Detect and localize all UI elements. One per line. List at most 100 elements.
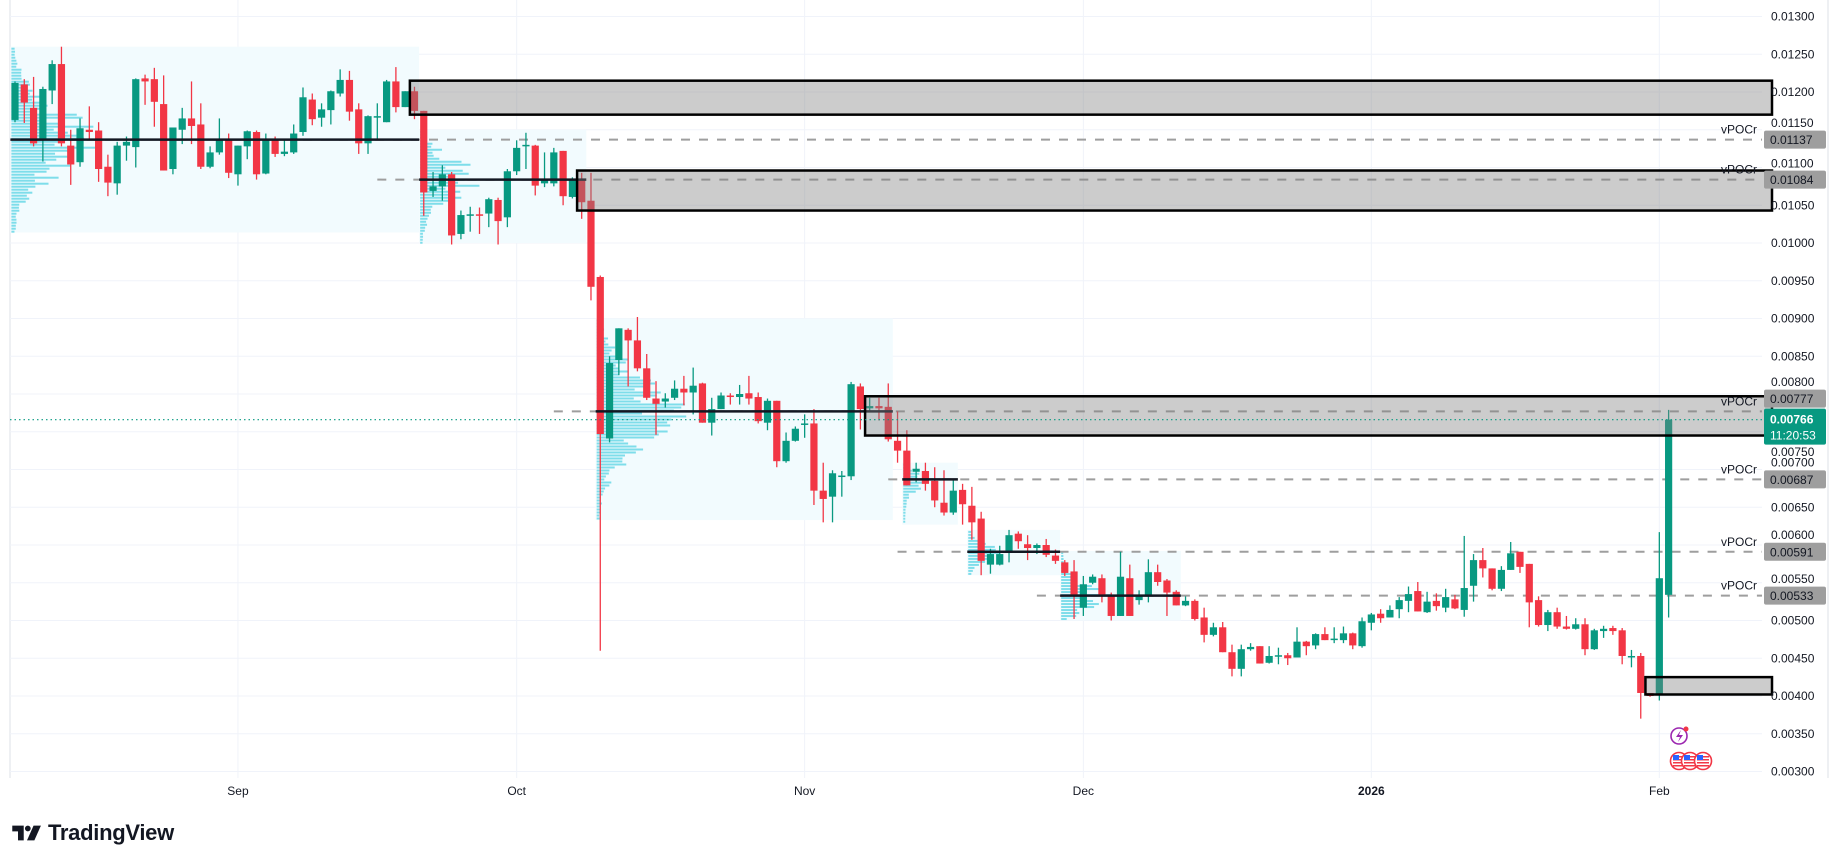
candle[interactable] (559, 150, 567, 206)
supply-demand-zone[interactable] (408, 79, 1774, 116)
candle[interactable] (1024, 535, 1032, 561)
candle[interactable] (838, 471, 846, 497)
candle[interactable] (949, 478, 957, 515)
candle[interactable] (1581, 618, 1589, 656)
candle[interactable] (308, 93, 316, 126)
candle[interactable] (355, 103, 363, 154)
candle[interactable] (1163, 578, 1171, 616)
candle[interactable] (234, 145, 242, 186)
candle[interactable] (1246, 643, 1255, 651)
candle[interactable] (327, 90, 335, 125)
candle[interactable] (1627, 649, 1636, 668)
candle[interactable] (903, 430, 911, 486)
candle[interactable] (215, 118, 223, 155)
candle[interactable] (856, 383, 864, 430)
candle[interactable] (782, 432, 790, 463)
candle[interactable] (1209, 622, 1218, 637)
candle[interactable] (336, 69, 344, 97)
candle[interactable] (1135, 590, 1143, 605)
candle[interactable] (187, 81, 196, 145)
candle[interactable] (940, 470, 948, 516)
candle[interactable] (810, 409, 818, 505)
candle[interactable] (197, 103, 205, 170)
candle[interactable] (1432, 593, 1440, 611)
candle[interactable] (1609, 625, 1617, 635)
candle[interactable] (1423, 591, 1431, 613)
candle[interactable] (1637, 652, 1645, 719)
candle[interactable] (847, 381, 855, 481)
candle[interactable] (996, 545, 1004, 566)
candle[interactable] (596, 275, 604, 651)
candle[interactable] (726, 393, 734, 405)
supply-demand-zone[interactable] (863, 395, 1774, 437)
candle[interactable] (875, 397, 883, 421)
candle[interactable] (958, 483, 967, 525)
lightning-icon[interactable] (1670, 726, 1689, 745)
tradingview-logo[interactable]: TradingView (12, 820, 174, 846)
candle[interactable] (1284, 652, 1292, 666)
candle[interactable] (206, 146, 214, 169)
candle[interactable] (652, 381, 660, 435)
candle[interactable] (1042, 538, 1050, 558)
candle[interactable] (587, 172, 595, 301)
candle[interactable] (1107, 592, 1115, 621)
candle[interactable] (1404, 586, 1413, 613)
candle[interactable] (95, 122, 103, 182)
candle[interactable] (1070, 560, 1078, 619)
candle[interactable] (299, 87, 307, 136)
candle[interactable] (1553, 607, 1561, 629)
us-flag-icon[interactable] (1680, 751, 1700, 771)
candle[interactable] (1497, 566, 1505, 592)
candle[interactable] (76, 118, 84, 167)
candle[interactable] (1618, 628, 1626, 665)
candle[interactable] (968, 486, 976, 540)
candle[interactable] (680, 375, 688, 406)
supply-demand-zone[interactable] (575, 169, 1774, 212)
candle[interactable] (1488, 568, 1496, 591)
candle[interactable] (1265, 646, 1273, 664)
candle[interactable] (745, 375, 753, 405)
candle[interactable] (1544, 609, 1552, 632)
candle[interactable] (1358, 617, 1366, 648)
candle[interactable] (661, 393, 669, 408)
candle[interactable] (1395, 597, 1403, 619)
candle[interactable] (522, 132, 530, 170)
candle[interactable] (1367, 612, 1375, 631)
candle[interactable] (1562, 615, 1571, 630)
candle[interactable] (141, 74, 149, 105)
candle[interactable] (1330, 627, 1338, 644)
supply-demand-zone[interactable] (1644, 675, 1774, 696)
candle[interactable] (1414, 581, 1422, 612)
candle[interactable] (1321, 627, 1329, 641)
candle[interactable] (373, 103, 381, 140)
candle[interactable] (1525, 563, 1533, 628)
candle[interactable] (160, 75, 168, 171)
candle[interactable] (1599, 625, 1608, 638)
candle[interactable] (1516, 551, 1524, 573)
candle[interactable] (1098, 574, 1106, 603)
candle[interactable] (132, 78, 140, 168)
candle[interactable] (1228, 644, 1236, 677)
candle[interactable] (1534, 596, 1543, 627)
candle[interactable] (225, 133, 233, 179)
candle[interactable] (252, 130, 261, 180)
candle[interactable] (931, 467, 939, 508)
candle[interactable] (1089, 574, 1097, 585)
candle[interactable] (828, 470, 837, 523)
candle[interactable] (1349, 632, 1357, 650)
candle[interactable] (717, 392, 725, 410)
candle[interactable] (977, 511, 985, 576)
candle[interactable] (1302, 640, 1310, 656)
candle[interactable] (689, 367, 697, 415)
candle[interactable] (1386, 605, 1394, 618)
candle[interactable] (317, 103, 326, 127)
candle[interactable] (1219, 622, 1227, 653)
candle[interactable] (1507, 541, 1515, 570)
candle[interactable] (1005, 529, 1013, 563)
candle[interactable] (866, 397, 874, 411)
candle[interactable] (698, 382, 707, 423)
candle[interactable] (754, 392, 762, 424)
candle[interactable] (1655, 532, 1663, 701)
candle[interactable] (1191, 599, 1199, 621)
candle[interactable] (104, 154, 112, 197)
